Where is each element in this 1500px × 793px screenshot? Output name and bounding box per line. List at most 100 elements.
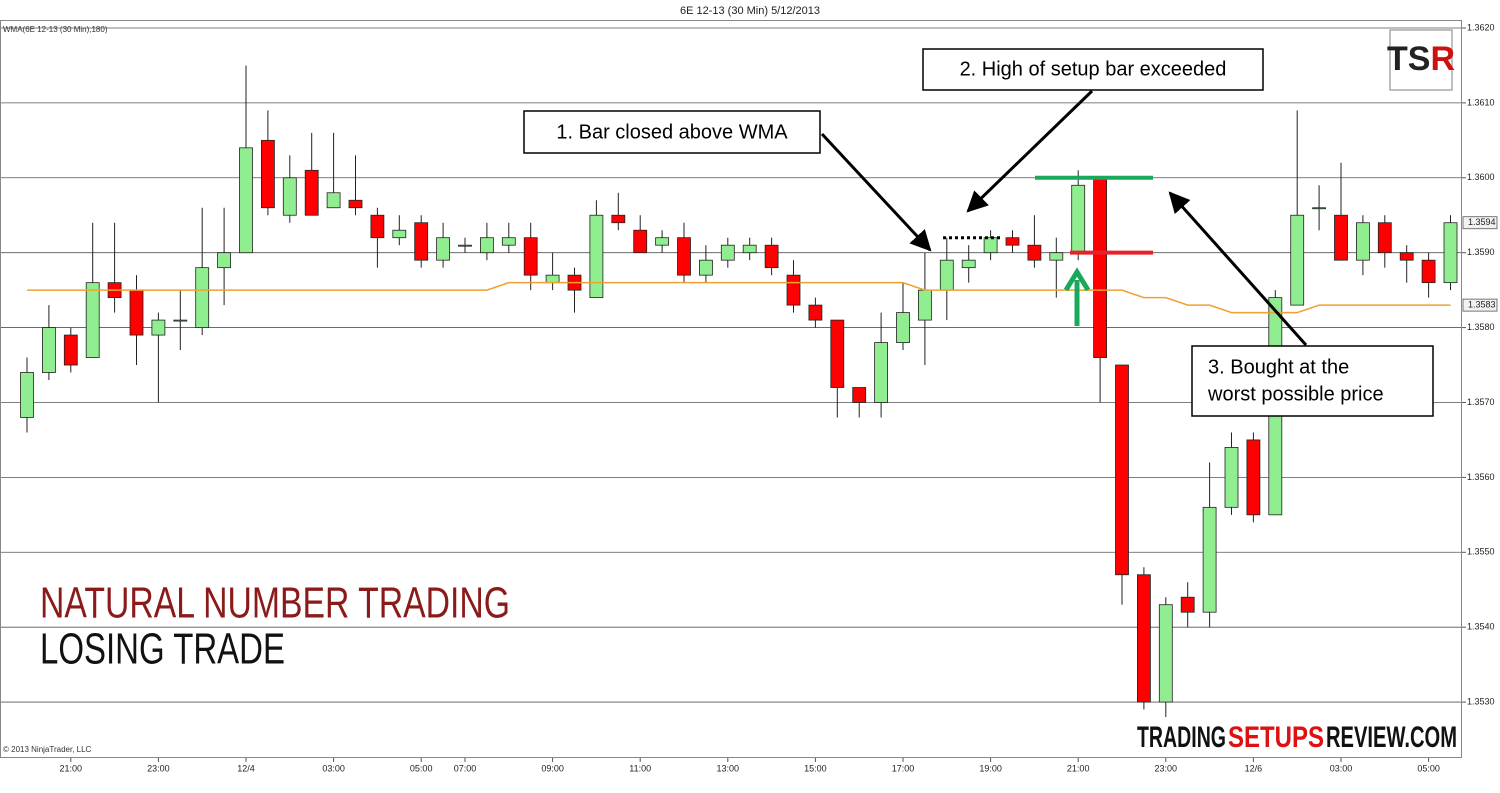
candle-body: [611, 214, 626, 224]
candle-body: [129, 289, 144, 336]
candle-body: [742, 244, 757, 254]
headline: NATURAL NUMBER TRADING: [40, 579, 510, 628]
y-tick-label: 1.3560: [1467, 472, 1495, 482]
annotation-box: [922, 48, 1264, 91]
candle-body: [589, 214, 604, 299]
candle-body: [1071, 184, 1086, 254]
candle-body: [983, 237, 998, 254]
candle-body: [1377, 222, 1392, 254]
candle-body: [63, 334, 78, 366]
logo: TSR: [1387, 40, 1455, 78]
candle-body: [1421, 259, 1436, 284]
candle-body: [1158, 604, 1173, 703]
y-tick-label: 1.3530: [1467, 696, 1495, 706]
x-tick-label: 03:00: [1330, 763, 1353, 773]
candle-body: [501, 237, 516, 246]
candle-body: [786, 274, 801, 306]
candle-body: [1180, 596, 1195, 613]
candle-body: [304, 169, 319, 216]
candle-body: [808, 304, 823, 321]
x-tick-label: 12/6: [1245, 763, 1263, 773]
candle-body: [20, 372, 34, 418]
candle-body: [436, 237, 451, 261]
logo-box: [1389, 29, 1453, 91]
y-tick-label: 1.3620: [1467, 22, 1495, 32]
candle-body: [1290, 214, 1305, 306]
candle-body: [523, 237, 538, 276]
candle-body: [326, 192, 341, 209]
candle-body: [217, 252, 232, 269]
candle-body: [896, 312, 910, 343]
candle-body: [852, 387, 867, 403]
candle-body: [1246, 439, 1261, 516]
annotation: 3. Bought at the: [1208, 356, 1349, 378]
candle-body: [961, 259, 976, 269]
y-tick-label: 1.3570: [1467, 397, 1495, 407]
x-tick-label: 21:00: [1067, 763, 1090, 773]
candle-body: [939, 259, 954, 291]
candle-body: [1334, 214, 1348, 261]
candle-body: [239, 147, 253, 254]
x-tick-label: 19:00: [979, 763, 1002, 773]
candle-body: [720, 244, 735, 261]
brand: REVIEW.COM: [1326, 721, 1457, 754]
x-tick-label: 09:00: [541, 763, 564, 773]
logo-part: R: [1430, 40, 1455, 78]
candle-body: [1005, 237, 1020, 246]
brand: TRADING: [1137, 721, 1226, 754]
chart-title: 6E 12-13 (30 Min) 5/12/2013: [680, 5, 820, 17]
candle-body: [1202, 506, 1217, 613]
candle-body: [1137, 574, 1151, 703]
candle-body: [370, 214, 385, 239]
candle-body: [1115, 364, 1129, 576]
annotation: worst possible price: [1207, 383, 1384, 405]
candle-body: [195, 267, 210, 328]
candle-body: [633, 229, 648, 254]
indicator-label: WMA(6E 12-13 (30 Min),180): [3, 25, 108, 34]
y-tick-label: 1.3600: [1467, 172, 1495, 182]
candle-body: [1049, 252, 1064, 261]
candle-body: [348, 199, 363, 209]
candle-body: [414, 222, 429, 261]
price-marker: [1462, 298, 1498, 312]
arrow: [820, 132, 932, 252]
x-tick-label: 12/4: [237, 763, 255, 773]
candle-body: [655, 237, 669, 246]
annotation: 2. High of setup bar exceeded: [960, 58, 1227, 80]
annotation: 1. Bar closed above WMA: [556, 121, 788, 143]
copyright: © 2013 NinjaTrader, LLC: [3, 745, 92, 754]
arrow: [1168, 191, 1308, 347]
x-tick-label: 23:00: [1155, 763, 1178, 773]
candle-body: [545, 274, 560, 284]
candle-body: [392, 229, 407, 239]
brand: SETUPS: [1228, 721, 1324, 754]
x-tick-label: 23:00: [147, 763, 170, 773]
y-tick-label: 1.3540: [1467, 622, 1495, 632]
candle-body: [151, 319, 166, 336]
x-tick-label: 17:00: [892, 763, 915, 773]
y-tick-label: 1.3580: [1467, 322, 1495, 332]
x-tick-label: 13:00: [717, 763, 740, 773]
headline: LOSING TRADE: [40, 625, 285, 674]
candle-body: [918, 289, 932, 321]
y-tick-label: 1.3550: [1467, 547, 1495, 557]
candle-body: [1027, 244, 1042, 261]
candle-body: [1312, 207, 1326, 210]
plot: [20, 65, 1458, 718]
annotation-box: [1191, 345, 1434, 417]
candle-body: [1443, 222, 1458, 284]
y-tick-label: 1.3610: [1467, 97, 1495, 107]
candle-body: [260, 139, 275, 209]
candle-body: [677, 237, 691, 276]
x-tick-label: 05:00: [1417, 763, 1440, 773]
price-marker: [1462, 216, 1498, 230]
annotation-box: [523, 110, 821, 154]
arrow: [966, 89, 1094, 213]
price-marker-label: 1.3594: [1468, 217, 1496, 227]
candle-body: [764, 244, 779, 269]
candle-body: [1224, 447, 1239, 508]
x-tick-label: 21:00: [60, 763, 83, 773]
logo-part: TS: [1387, 40, 1430, 78]
candle-body: [1093, 177, 1107, 358]
